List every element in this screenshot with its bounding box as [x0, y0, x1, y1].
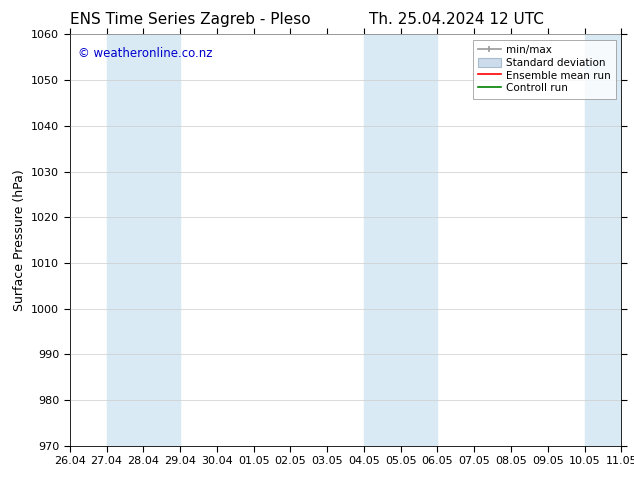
- Text: ENS Time Series Zagreb - Pleso: ENS Time Series Zagreb - Pleso: [70, 12, 311, 27]
- Bar: [107, 34, 180, 446]
- Y-axis label: Surface Pressure (hPa): Surface Pressure (hPa): [13, 169, 25, 311]
- Bar: [585, 34, 634, 446]
- Legend: min/max, Standard deviation, Ensemble mean run, Controll run: min/max, Standard deviation, Ensemble me…: [473, 40, 616, 98]
- Bar: [364, 34, 437, 446]
- Text: © weatheronline.co.nz: © weatheronline.co.nz: [78, 47, 212, 60]
- Text: Th. 25.04.2024 12 UTC: Th. 25.04.2024 12 UTC: [369, 12, 544, 27]
